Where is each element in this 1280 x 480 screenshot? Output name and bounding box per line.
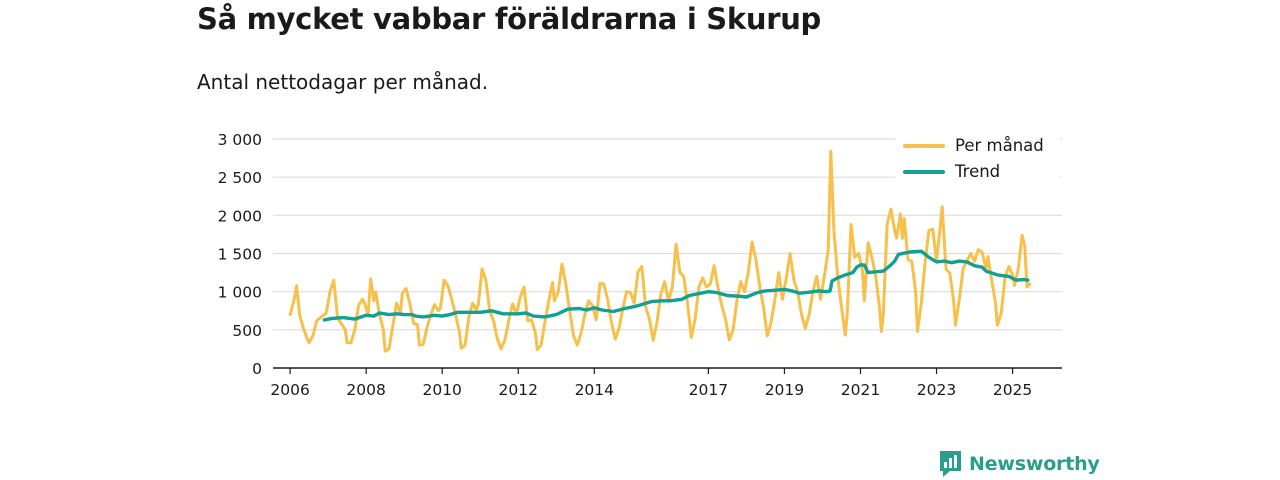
y-tick-label: 2 000 [218, 207, 262, 225]
newsworthy-logo-icon [940, 451, 961, 477]
y-tick-label: 3 000 [218, 131, 262, 149]
legend: Per månad Trend [895, 131, 1060, 183]
y-axis-ticks: 0 500 1 000 1 500 2 000 2 500 3 000 [218, 131, 262, 378]
legend-label-monthly: Per månad [955, 136, 1044, 155]
brand-name: Newsworthy [969, 453, 1100, 475]
x-tick-label: 2017 [689, 381, 728, 399]
series-line-monthly [288, 149, 1032, 353]
x-tick-label: 2010 [422, 381, 461, 399]
x-axis-ticks: 2006 2008 2010 2012 2014 2017 2019 2021 2023 2025 [270, 368, 1032, 399]
legend-label-trend: Trend [954, 162, 1000, 181]
series-line-trend [322, 249, 1030, 322]
y-tick-label: 500 [232, 322, 262, 340]
y-tick-label: 1 000 [218, 284, 262, 302]
y-tick-label: 2 500 [218, 169, 262, 187]
x-tick-label: 2006 [270, 381, 309, 399]
y-tick-label: 0 [252, 360, 262, 378]
chart-subtitle: Antal nettodagar per månad. [197, 70, 489, 94]
legend-background [895, 131, 1060, 183]
x-tick-label: 2025 [993, 381, 1032, 399]
x-tick-label: 2012 [499, 381, 538, 399]
x-tick-label: 2014 [575, 381, 614, 399]
y-tick-label: 1 500 [218, 246, 262, 264]
x-tick-label: 2008 [346, 381, 385, 399]
series-group [288, 149, 1032, 353]
x-tick-label: 2021 [841, 381, 880, 399]
brand-logo: Newsworthy [938, 449, 1100, 479]
chart-title: Så mycket vabbar föräldrarna i Skurup [197, 2, 822, 36]
x-tick-label: 2019 [765, 381, 804, 399]
x-tick-label: 2023 [917, 381, 956, 399]
